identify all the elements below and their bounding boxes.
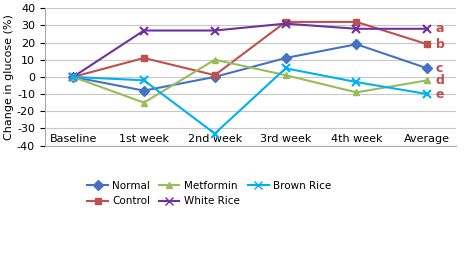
White Rice bbox=[424, 27, 430, 30]
White Rice bbox=[354, 27, 359, 30]
Control bbox=[424, 43, 430, 46]
Brown Rice bbox=[141, 79, 147, 82]
Normal bbox=[212, 75, 218, 79]
Text: c: c bbox=[436, 62, 443, 75]
Metformin bbox=[70, 75, 76, 79]
White Rice bbox=[283, 22, 289, 25]
Metformin bbox=[424, 79, 430, 82]
Legend: Normal, Control, Metformin, White Rice, Brown Rice: Normal, Control, Metformin, White Rice, … bbox=[87, 181, 331, 206]
Normal bbox=[141, 89, 147, 92]
Control bbox=[70, 75, 76, 79]
Normal bbox=[424, 67, 430, 70]
Metformin bbox=[354, 91, 359, 94]
Line: Metformin: Metformin bbox=[70, 56, 431, 106]
Normal bbox=[283, 56, 289, 60]
Control bbox=[354, 20, 359, 24]
Text: e: e bbox=[436, 88, 444, 101]
Y-axis label: Change in glucose (%): Change in glucose (%) bbox=[4, 14, 14, 140]
Text: a: a bbox=[436, 22, 444, 35]
Control bbox=[141, 56, 147, 60]
Line: Control: Control bbox=[70, 19, 431, 80]
Metformin bbox=[283, 73, 289, 77]
Normal bbox=[354, 43, 359, 46]
Text: d: d bbox=[436, 74, 445, 87]
Brown Rice bbox=[283, 67, 289, 70]
White Rice bbox=[212, 29, 218, 32]
Line: Brown Rice: Brown Rice bbox=[69, 64, 431, 138]
Brown Rice bbox=[212, 132, 218, 135]
White Rice bbox=[70, 75, 76, 79]
Metformin bbox=[141, 101, 147, 104]
Brown Rice bbox=[70, 75, 76, 79]
Control bbox=[212, 73, 218, 77]
Normal bbox=[70, 75, 76, 79]
Line: White Rice: White Rice bbox=[69, 19, 431, 81]
Text: b: b bbox=[436, 38, 445, 51]
Control bbox=[283, 20, 289, 24]
White Rice bbox=[141, 29, 147, 32]
Line: Normal: Normal bbox=[70, 41, 431, 94]
Metformin bbox=[212, 58, 218, 61]
Brown Rice bbox=[424, 93, 430, 96]
Brown Rice bbox=[354, 80, 359, 84]
